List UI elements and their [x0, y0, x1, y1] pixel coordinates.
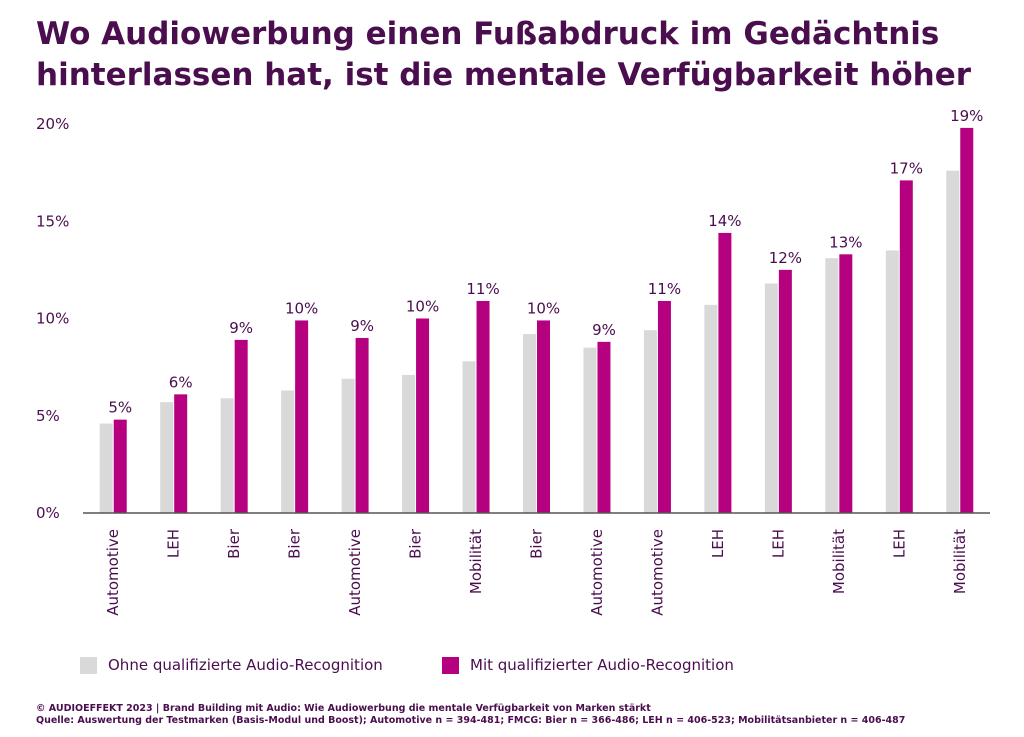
data-label-6: 10% — [406, 298, 439, 316]
y-tick-label: 5% — [36, 407, 60, 425]
bar-without-8 — [523, 334, 536, 513]
bar-without-13 — [825, 258, 839, 513]
data-label-1: 5% — [108, 399, 132, 417]
footer: © AUDIOEFFEKT 2023 | Brand Building mit … — [36, 703, 905, 727]
data-label-3: 9% — [229, 319, 253, 337]
bar-with-10 — [657, 300, 671, 513]
bar-with-13 — [839, 254, 853, 513]
legend-item-with: Mit qualifizierter Audio-Recognition — [442, 656, 734, 674]
bar-with-15 — [960, 127, 974, 513]
chart-title: Wo Audiowerbung einen Fußabdruck im Gedä… — [36, 14, 1006, 96]
y-tick-label: 0% — [36, 504, 60, 522]
bar-with-2 — [174, 394, 188, 513]
x-tick-label-12: LEH — [769, 529, 787, 558]
bar-with-11 — [718, 232, 732, 514]
bar-without-10 — [643, 330, 657, 513]
data-labels: 5% 6% 9% 10% 9% 10% 11% 10% 9% 11% 14% 12% 13% 17% 19% — [108, 107, 983, 417]
data-label-5: 9% — [350, 317, 374, 335]
bar-without-5 — [341, 378, 355, 513]
y-tick-label: 20% — [36, 115, 69, 133]
x-tick-label-7: Mobilität — [467, 529, 485, 594]
chart-title-line-1: Wo Audiowerbung einen Fußabdruck im Gedä… — [36, 16, 940, 52]
bar-without-11 — [704, 304, 718, 513]
legend-label-with: Mit qualifizierter Audio-Recognition — [470, 656, 734, 674]
bar-chart: 0% 5% 10% 15% 20% 5% 6% 9% 10% 9% 10% 11% 10% 9% 11% 1… — [36, 107, 990, 616]
x-tick-label-1: Automotive — [104, 529, 122, 616]
data-label-10: 11% — [648, 280, 681, 298]
bar-without-12 — [764, 283, 778, 513]
data-label-9: 9% — [592, 321, 616, 339]
y-tick-label: 10% — [36, 310, 69, 328]
legend-swatch-without — [80, 656, 97, 674]
bar-with-5 — [355, 337, 369, 513]
y-tick-label: 15% — [36, 212, 69, 230]
data-label-7: 11% — [466, 280, 499, 298]
data-label-12: 12% — [769, 249, 802, 267]
x-tick-label-9: Automotive — [588, 529, 606, 616]
bar-without-15 — [946, 170, 960, 513]
bar-with-4 — [295, 320, 309, 513]
x-tick-label-13: Mobilität — [830, 529, 848, 594]
data-label-8: 10% — [527, 299, 560, 317]
data-label-13: 13% — [829, 233, 862, 251]
x-tick-label-8: Bier — [528, 528, 546, 559]
data-label-4: 10% — [285, 299, 318, 317]
bar-without-7 — [462, 361, 476, 513]
legend-label-without: Ohne qualifizierte Audio-Recognition — [108, 656, 383, 674]
bar-with-14 — [899, 180, 913, 513]
bar-with-9 — [597, 341, 611, 513]
data-label-14: 17% — [890, 159, 923, 177]
footer-copyright: © AUDIOEFFEKT 2023 | Brand Building mit … — [36, 703, 651, 714]
legend-item-without: Ohne qualifizierte Audio-Recognition — [80, 656, 383, 674]
x-tick-label-15: Mobilität — [951, 529, 969, 594]
bar-without-1 — [99, 423, 113, 513]
bar-without-2 — [160, 402, 174, 513]
bar-without-6 — [402, 374, 416, 513]
bar-with-7 — [476, 300, 490, 513]
x-tick-label-2: LEH — [165, 529, 183, 558]
x-tick-label-11: LEH — [709, 529, 727, 558]
chart-title-line-2: hinterlassen hat, ist die mentale Verfüg… — [36, 57, 972, 93]
bar-without-14 — [885, 250, 899, 514]
bar-with-1 — [113, 419, 127, 513]
bar-without-3 — [220, 398, 234, 513]
bar-with-3 — [234, 339, 248, 513]
legend-swatch-with — [442, 656, 459, 674]
x-tick-label-3: Bier — [225, 528, 243, 559]
bar-with-12 — [778, 269, 792, 513]
x-tick-label-5: Automotive — [346, 529, 364, 616]
data-label-2: 6% — [169, 373, 193, 391]
footer-source: Quelle: Auswertung der Testmarken (Basis… — [36, 715, 906, 726]
bars — [99, 127, 974, 514]
x-axis-labels: Automotive LEH Bier Bier Automotive Bier Mobil… — [104, 528, 969, 616]
y-axis-ticks: 0% 5% 10% 15% 20% — [36, 115, 69, 522]
data-label-15: 19% — [950, 107, 983, 125]
bar-with-8 — [537, 320, 550, 513]
x-tick-label-6: Bier — [407, 528, 425, 559]
bar-without-9 — [583, 347, 597, 513]
x-tick-label-14: LEH — [890, 529, 908, 558]
x-tick-label-10: Automotive — [648, 529, 666, 616]
bar-with-6 — [416, 318, 430, 513]
bar-without-4 — [281, 390, 295, 513]
data-label-11: 14% — [708, 212, 741, 230]
x-tick-label-4: Bier — [286, 528, 304, 559]
